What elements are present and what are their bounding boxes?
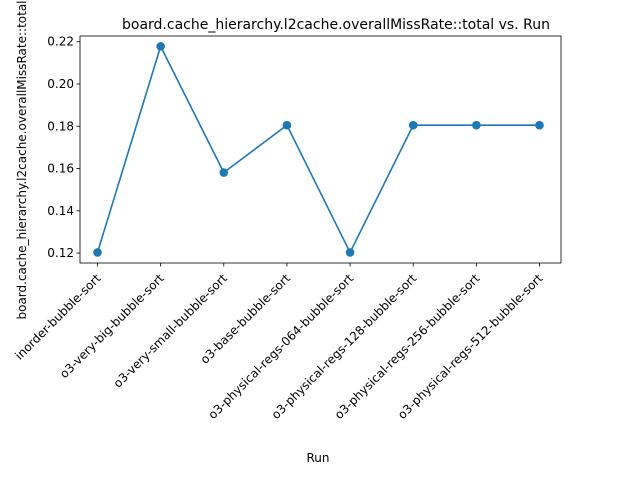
y-axis-title: board.cache_hierarchy.l2cache.overallMis… <box>15 0 29 319</box>
y-tick-label: 0.14 <box>47 204 74 218</box>
x-axis-title: Run <box>306 451 329 465</box>
x-tick-label: o3-very-small-bubble-sort <box>111 271 230 390</box>
y-tick-label: 0.16 <box>47 162 74 176</box>
y-tick-label: 0.22 <box>47 35 74 49</box>
data-point <box>156 42 165 51</box>
plot-frame <box>79 35 562 264</box>
x-tick-label: o3-physical-regs-512-bubble-sort <box>395 271 546 422</box>
data-point <box>219 168 229 177</box>
series-line <box>96 45 540 254</box>
data-point <box>472 120 481 130</box>
plot-area: 0.120.140.160.180.200.22inorder-bubble-s… <box>12 35 562 422</box>
data-point <box>345 248 355 257</box>
chart-title: board.cache_hierarchy.l2cache.overallMis… <box>122 17 550 33</box>
data-point <box>535 120 544 130</box>
y-tick-label: 0.18 <box>47 119 74 133</box>
data-point <box>93 248 102 257</box>
y-tick-label: 0.20 <box>47 77 74 91</box>
y-tick-label: 0.12 <box>47 246 74 260</box>
data-point <box>282 120 292 130</box>
x-tick-label: o3-very-big-bubble-sort <box>57 271 167 381</box>
data-point <box>408 120 418 130</box>
